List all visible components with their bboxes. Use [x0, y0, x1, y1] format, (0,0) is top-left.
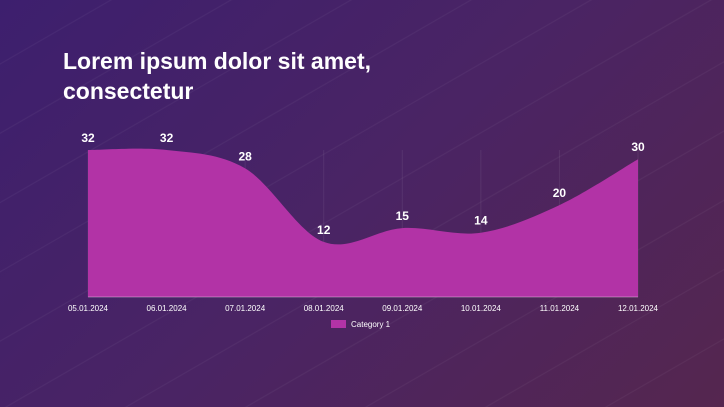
x-tick-label: 08.01.2024 [304, 304, 345, 313]
series-area [88, 148, 638, 297]
data-label: 12 [317, 223, 331, 237]
data-label: 28 [238, 149, 252, 163]
data-label: 32 [81, 131, 95, 145]
data-label: 30 [631, 140, 645, 154]
data-label: 14 [474, 214, 488, 228]
x-tick-label: 12.01.2024 [618, 304, 659, 313]
x-tick-labels: 05.01.2024 06.01.2024 07.01.2024 08.01.2024… [68, 304, 659, 313]
x-tick-label: 07.01.2024 [225, 304, 266, 313]
legend: Category 1 [331, 320, 391, 329]
data-labels: 32 32 28 12 15 14 20 30 [81, 131, 645, 237]
x-tick-label: 10.01.2024 [461, 304, 502, 313]
x-tick-label: 06.01.2024 [147, 304, 188, 313]
x-tick-label: 09.01.2024 [382, 304, 423, 313]
legend-swatch [331, 320, 346, 328]
x-tick-label: 05.01.2024 [68, 304, 109, 313]
data-label: 32 [160, 131, 174, 145]
legend-label: Category 1 [351, 320, 391, 329]
chart-title: Lorem ipsum dolor sit amet, consectetur [63, 48, 371, 104]
x-tick-label: 11.01.2024 [540, 304, 580, 313]
data-label: 20 [553, 186, 567, 200]
data-label: 15 [396, 209, 410, 223]
